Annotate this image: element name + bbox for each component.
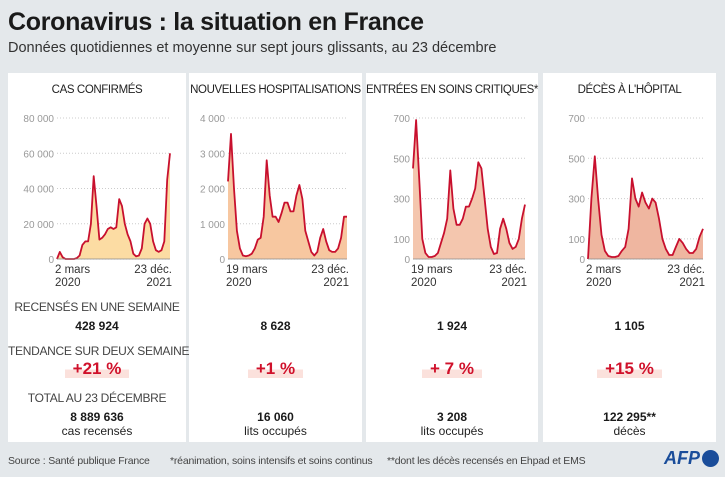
trend-value: +15 % <box>597 359 662 378</box>
area-fill <box>228 133 347 259</box>
x-tick-label: 2021 <box>501 277 527 289</box>
weekly-value: 428 924 <box>75 319 119 333</box>
total-sub: cas recensés <box>61 424 133 438</box>
y-tick-label: 100 <box>568 235 585 246</box>
panel-title: NOUVELLES HOSPITALISATIONS <box>190 84 361 96</box>
area-fill <box>588 156 703 259</box>
y-tick-label: 2 000 <box>200 185 225 196</box>
x-tick-label: 2020 <box>411 277 437 289</box>
weekly-label: RECENSÉS EN UNE SEMAINE <box>14 300 180 314</box>
y-tick-label: 0 <box>579 255 585 266</box>
series-line <box>227 133 347 258</box>
x-tick-label: 2021 <box>679 277 705 289</box>
y-tick-label: 3 000 <box>200 149 225 160</box>
x-tick-label: 2021 <box>323 277 349 289</box>
panel-title: CAS CONFIRMÉS <box>51 84 143 96</box>
y-tick-label: 4 000 <box>200 114 225 125</box>
source-note: Source : Santé publique France <box>8 455 150 467</box>
x-tick-label: 23 déc. <box>489 264 527 276</box>
x-tick-label: 2020 <box>55 277 81 289</box>
y-tick-label: 300 <box>568 195 585 206</box>
y-tick-label: 0 <box>219 255 225 266</box>
total-value: 122 295** <box>603 410 656 424</box>
page-subtitle: Données quotidiennes et moyenne sur sept… <box>8 40 497 56</box>
total-value: 3 208 <box>436 410 468 424</box>
x-tick-label: 23 déc. <box>667 264 705 276</box>
trend-value: +1 % <box>247 359 304 378</box>
y-tick-label: 700 <box>568 114 585 125</box>
total-sub: lits occupés <box>420 424 484 438</box>
panel-title: ENTRÉES EN SOINS CRITIQUES* <box>366 84 538 96</box>
y-tick-label: 40 000 <box>23 185 54 196</box>
y-tick-label: 60 000 <box>23 149 54 160</box>
panel-title: DÉCÈS À L'HÔPITAL <box>577 84 682 96</box>
area-fill <box>57 153 170 259</box>
page-title: Coronavirus : la situation en France <box>8 8 424 36</box>
panel-2: NOUVELLES HOSPITALISATIONS 0 1 000 2 000 3 … <box>189 73 362 442</box>
trend-label: TENDANCE SUR DEUX SEMAINES <box>8 344 197 358</box>
panel-3: ENTRÉES EN SOINS CRITIQUES* 0 100 300 500 70… <box>366 73 538 442</box>
weekly-value: 1 105 <box>614 319 645 333</box>
y-tick-label: 0 <box>48 255 54 266</box>
x-tick-label: 19 mars <box>226 264 268 276</box>
weekly-value: 1 924 <box>436 319 468 333</box>
x-tick-label: 2 mars <box>586 264 621 276</box>
x-tick-label: 2 mars <box>55 264 90 276</box>
y-tick-label: 20 000 <box>23 220 54 231</box>
x-tick-label: 23 déc. <box>311 264 349 276</box>
panel-1: CAS CONFIRMÉS 0 20 000 40 000 60 000 80 000 2… <box>8 73 197 442</box>
y-tick-label: 100 <box>393 235 410 246</box>
x-tick-label: 2020 <box>586 277 612 289</box>
x-tick-label: 19 mars <box>411 264 453 276</box>
trend-value: +21 % <box>64 359 130 378</box>
panel-4: DÉCÈS À L'HÔPITAL 0 100 300 500 700 2 mars 202… <box>543 73 716 442</box>
x-tick-label: 23 déc. <box>134 264 172 276</box>
trend-value: + 7 % <box>422 359 482 378</box>
x-tick-label: 2020 <box>226 277 252 289</box>
y-tick-label: 1 000 <box>200 220 225 231</box>
series-line <box>587 155 704 260</box>
y-tick-label: 300 <box>393 195 410 206</box>
y-tick-label: 0 <box>404 255 410 266</box>
total-label: TOTAL AU 23 DÉCEMBRE <box>27 391 167 405</box>
series-line <box>56 153 171 260</box>
total-sub: décès <box>613 424 646 438</box>
y-tick-label: 80 000 <box>23 114 54 125</box>
x-tick-label: 2021 <box>146 277 172 289</box>
y-tick-label: 500 <box>568 154 585 165</box>
total-value: 8 889 636 <box>70 410 124 424</box>
total-value: 16 060 <box>257 410 294 424</box>
footnote-deaths: **dont les décès recensés en Ehpad et EM… <box>387 455 586 467</box>
total-sub: lits occupés <box>244 424 307 438</box>
footnote-critical: *réanimation, soins intensifs et soins c… <box>170 455 373 467</box>
y-tick-label: 500 <box>393 154 410 165</box>
afp-logo: AFP <box>664 448 719 469</box>
weekly-value: 8 628 <box>260 319 291 333</box>
y-tick-label: 700 <box>393 114 410 125</box>
area-fill <box>413 120 525 259</box>
series-line <box>412 119 526 258</box>
